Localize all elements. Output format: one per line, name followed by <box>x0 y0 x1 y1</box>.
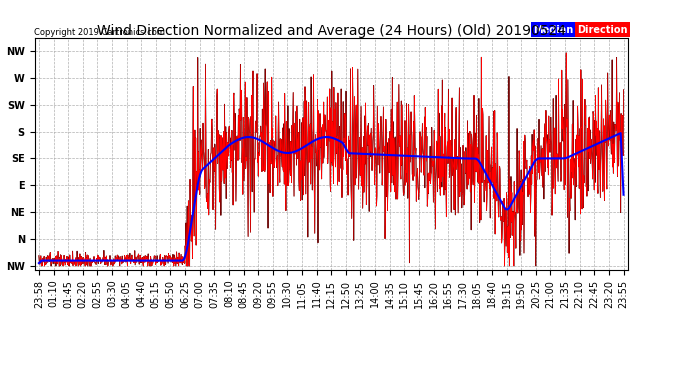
Text: Copyright 2019 Cartronics.com: Copyright 2019 Cartronics.com <box>34 28 166 37</box>
Text: Direction: Direction <box>578 25 628 35</box>
Title: Wind Direction Normalized and Average (24 Hours) (Old) 20190524: Wind Direction Normalized and Average (2… <box>97 24 566 38</box>
Text: Median: Median <box>533 25 573 35</box>
